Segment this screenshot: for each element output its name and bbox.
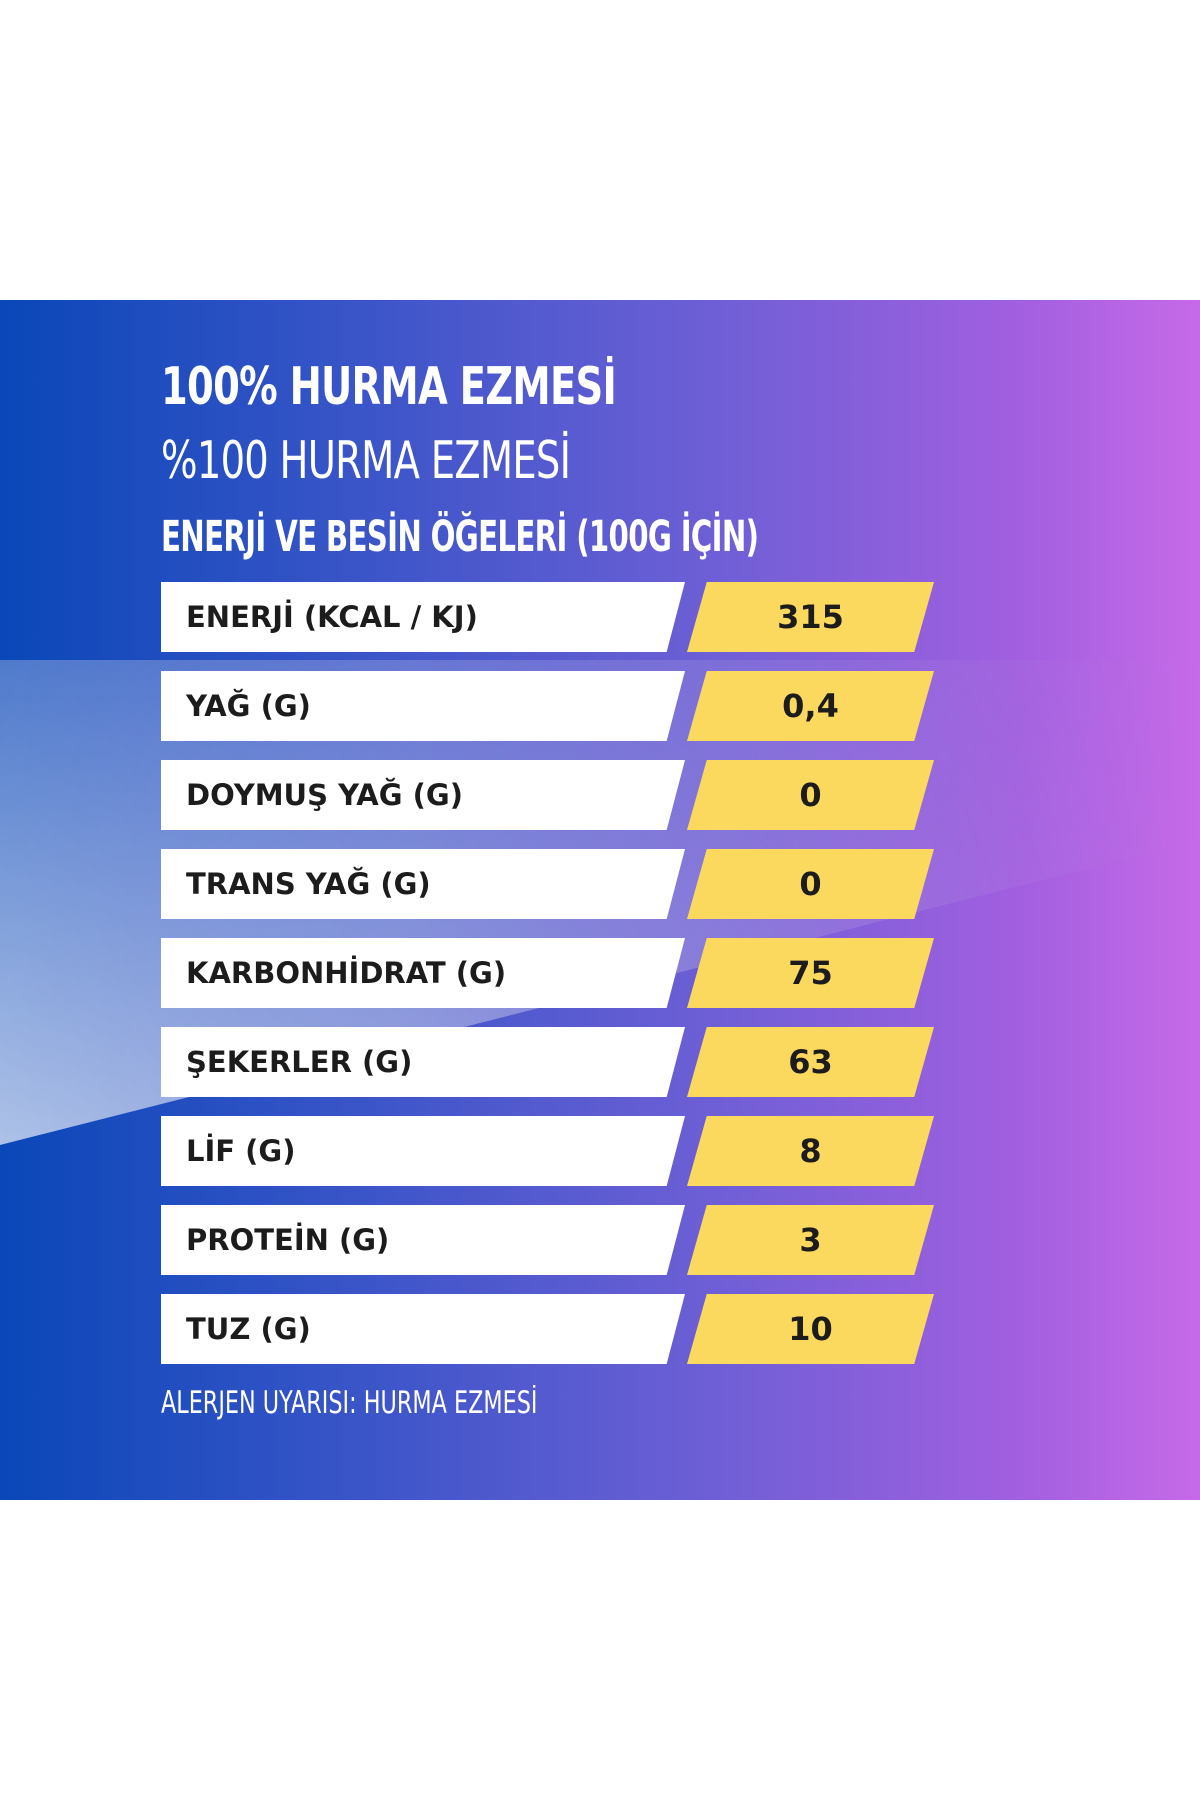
value-cell: 3 [687,1205,934,1275]
label-cell: PROTEİN (G) [161,1205,685,1275]
row-label: ŞEKERLER (G) [186,1045,413,1079]
nutrition-table: ENERJİ (KCAL / KJ) 315 YAĞ (G) 0,4 DOYMU… [161,582,941,1383]
row-label: PROTEİN (G) [186,1223,390,1257]
row-value: 8 [799,1132,822,1170]
row-value: 10 [788,1310,833,1348]
value-cell: 63 [687,1027,934,1097]
label-cell: YAĞ (G) [161,671,685,741]
nutrition-row-salt: TUZ (G) 10 [161,1294,941,1364]
value-cell: 315 [687,582,934,652]
label-cell: ŞEKERLER (G) [161,1027,685,1097]
nutrition-subtitle: ENERJİ VE BESİN ÖĞELERİ (100G İÇİN) [161,512,759,562]
page-title: 100% HURMA EZMESİ [161,357,617,417]
value-cell: 0,4 [687,671,934,741]
label-cell: TUZ (G) [161,1294,685,1364]
label-cell: ENERJİ (KCAL / KJ) [161,582,685,652]
row-label: ENERJİ (KCAL / KJ) [186,600,478,634]
label-cell: KARBONHİDRAT (G) [161,938,685,1008]
label-cell: LİF (G) [161,1116,685,1186]
nutrition-row-protein: PROTEİN (G) 3 [161,1205,941,1275]
value-cell: 8 [687,1116,934,1186]
row-value: 315 [777,598,844,636]
nutrition-row-fat: YAĞ (G) 0,4 [161,671,941,741]
row-label: TRANS YAĞ (G) [186,867,431,901]
row-value: 75 [788,954,833,992]
row-label: KARBONHİDRAT (G) [186,956,507,990]
nutrition-row-carbohydrate: KARBONHİDRAT (G) 75 [161,938,941,1008]
label-cell: DOYMUŞ YAĞ (G) [161,760,685,830]
nutrition-row-fiber: LİF (G) 8 [161,1116,941,1186]
value-cell: 0 [687,849,934,919]
row-value: 0,4 [782,687,839,725]
nutrition-row-sugars: ŞEKERLER (G) 63 [161,1027,941,1097]
row-value: 0 [799,865,822,903]
value-cell: 0 [687,760,934,830]
row-label: DOYMUŞ YAĞ (G) [186,778,463,812]
nutrition-row-saturated-fat: DOYMUŞ YAĞ (G) 0 [161,760,941,830]
row-value: 0 [799,776,822,814]
label-cell: TRANS YAĞ (G) [161,849,685,919]
value-cell: 75 [687,938,934,1008]
nutrition-row-trans-fat: TRANS YAĞ (G) 0 [161,849,941,919]
page-title-turkish: %100 HURMA EZMESİ [161,431,571,491]
allergen-warning: ALERJEN UYARISI: HURMA EZMESİ [161,1385,538,1421]
value-cell: 10 [687,1294,934,1364]
row-label: TUZ (G) [186,1312,311,1346]
row-label: YAĞ (G) [186,689,311,723]
nutrition-row-energy: ENERJİ (KCAL / KJ) 315 [161,582,941,652]
row-label: LİF (G) [186,1134,296,1168]
row-value: 3 [799,1221,822,1259]
row-value: 63 [788,1043,833,1081]
nutrition-panel: 100% HURMA EZMESİ %100 HURMA EZMESİ ENER… [0,300,1200,1500]
